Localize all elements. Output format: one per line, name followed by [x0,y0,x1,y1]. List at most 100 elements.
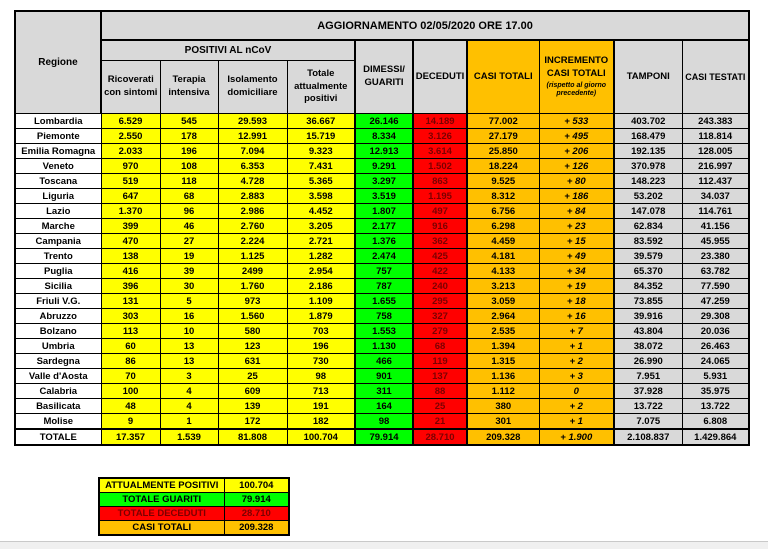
isolamento-cell: 1.760 [217,278,288,294]
deceduti-cell: 497 [412,203,468,219]
terapia-intensiva-cell: 46 [159,218,219,234]
casi-testati-cell: 35.975 [681,383,750,399]
ricoverati-cell: 17.357 [100,428,161,446]
region-column-header: Regione [14,10,102,114]
deceduti-cell: 362 [412,233,468,249]
region-cell: Lombardia [14,113,102,129]
ricoverati-cell: 100 [100,383,161,399]
isolamento-cell: 973 [217,293,288,309]
incremento-cell: + 23 [538,218,615,234]
legend-value: 100.704 [223,477,290,493]
deceduti-cell: 1.502 [412,158,468,174]
casi-totali-cell: 8.312 [466,188,540,204]
table-row: Campania 470 27 2.224 2.721 1.376 362 4.459 + 15… [14,233,750,249]
incremento-cell: + 3 [538,368,615,384]
casi-testati-cell: 34.037 [681,188,750,204]
casi-totali-cell: 3.059 [466,293,540,309]
tamponi-cell: 370.978 [613,158,683,174]
tamponi-cell: 65.370 [613,263,683,279]
isolamento-cell: 580 [217,323,288,339]
isolamento-cell: 2.760 [217,218,288,234]
covid-regions-table: Regione AGGIORNAMENTO 02/05/2020 ORE 17.… [14,10,751,446]
deceduti-cell: 425 [412,248,468,264]
incremento-cell: + 2 [538,353,615,369]
group-header-row: POSITIVI AL nCoV DIMESSI/ GUARITI DECEDU… [15,39,750,114]
casi-totali-cell: 4.459 [466,233,540,249]
dimessi-guariti-cell: 2.474 [354,248,414,264]
casi-totali-cell: 1.112 [466,383,540,399]
terapia-intensiva-cell: 178 [159,128,219,144]
region-cell: Campania [14,233,102,249]
tamponi-cell: 13.722 [613,398,683,414]
region-cell: Umbria [14,338,102,354]
isolamento-cell: 6.353 [217,158,288,174]
isolamento-cell: 7.094 [217,143,288,159]
incremento-cell: + 16 [538,308,615,324]
deceduti-cell: 88 [412,383,468,399]
deceduti-cell: 3.126 [412,128,468,144]
table-row: Calabria 100 4 609 713 311 88 1.112 0 37.928 35.97… [14,383,750,399]
incremento-cell: + 495 [538,128,615,144]
incremento-cell: + 126 [538,158,615,174]
totale-positivi-cell: 2.186 [286,278,356,294]
dimessi-guariti-cell: 164 [354,398,414,414]
tamponi-cell: 403.702 [613,113,683,129]
totale-positivi-cell: 9.323 [286,143,356,159]
deceduti-cell: 14.189 [412,113,468,129]
casi-totali-cell: 1.136 [466,368,540,384]
casi-totali-cell: 380 [466,398,540,414]
casi-totali-cell: 18.224 [466,158,540,174]
dimessi-guariti-cell: 2.177 [354,218,414,234]
incremento-cell: + 49 [538,248,615,264]
legend-value: 209.328 [223,520,290,536]
ricoverati-cell: 519 [100,173,161,189]
summary-legend: ATTUALMENTE POSITIVI 100.704 TOTALE GUARIT… [98,477,290,536]
isolamento-cell: 1.560 [217,308,288,324]
positivi-group-header: POSITIVI AL nCoV [100,39,356,61]
tamponi-cell: 168.479 [613,128,683,144]
casi-totali-cell: 27.179 [466,128,540,144]
casi-testati-cell: 128.005 [681,143,750,159]
incremento-cell: + 18 [538,293,615,309]
isolamento-cell: 631 [217,353,288,369]
totale-positivi-cell: 713 [286,383,356,399]
region-cell: Toscana [14,173,102,189]
terapia-intensiva-cell: 13 [159,353,219,369]
totale-positivi-cell: 182 [286,413,356,430]
tamponi-cell: 192.135 [613,143,683,159]
ricoverati-cell: 303 [100,308,161,324]
region-cell: Molise [14,413,102,430]
deceduti-cell: 295 [412,293,468,309]
isolamento-cell: 123 [217,338,288,354]
incremento-header-note: (rispetto al giorno precedente) [546,81,607,98]
tamponi-cell: 39.916 [613,308,683,324]
isolamento-cell: 12.991 [217,128,288,144]
table-row: Abruzzo 303 16 1.560 1.879 758 327 2.964 + 16 39.… [14,308,750,324]
casi-totali-cell: 301 [466,413,540,430]
isolamento-cell: 172 [217,413,288,430]
dimessi-guariti-cell: 1.655 [354,293,414,309]
table-row: Friuli V.G. 131 5 973 1.109 1.655 295 3.059 + 18… [14,293,750,309]
deceduti-cell: 1.195 [412,188,468,204]
incremento-cell: + 533 [538,113,615,129]
terapia-intensiva-cell: 10 [159,323,219,339]
casi-totali-cell: 6.298 [466,218,540,234]
casi-testati-cell: 6.808 [681,413,750,430]
region-cell: Emilia Romagna [14,143,102,159]
deceduti-cell: 279 [412,323,468,339]
dimessi-guariti-cell: 1.553 [354,323,414,339]
deceduti-cell: 916 [412,218,468,234]
region-cell: Marche [14,218,102,234]
dimessi-guariti-cell: 8.334 [354,128,414,144]
dimessi-guariti-cell: 757 [354,263,414,279]
deceduti-cell: 68 [412,338,468,354]
casi-testati-cell: 63.782 [681,263,750,279]
casi-testati-cell: 118.814 [681,128,750,144]
dimessi-guariti-cell: 12.913 [354,143,414,159]
table-row: Toscana 519 118 4.728 5.365 3.297 863 9.525 + 80… [14,173,750,189]
casi-testati-cell: 29.308 [681,308,750,324]
casi-totali-cell: 25.850 [466,143,540,159]
deceduti-cell: 28.710 [412,428,468,446]
casi-totali-cell: 1.394 [466,338,540,354]
region-cell: Bolzano [14,323,102,339]
